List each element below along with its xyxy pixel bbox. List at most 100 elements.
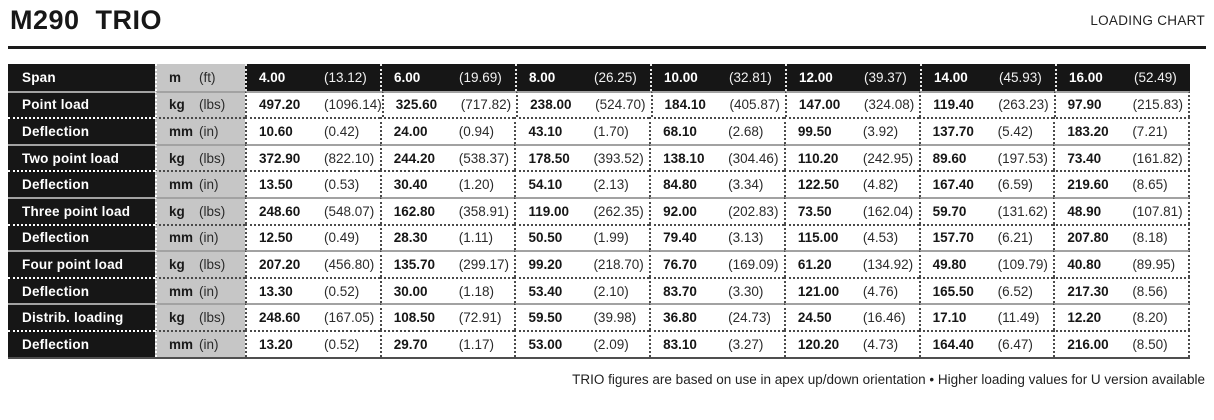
imperial-value: (1.20): [458, 177, 494, 193]
metric-value: 121.00: [797, 283, 840, 299]
imperial-value: (1.99): [593, 230, 629, 246]
row-label: Deflection: [8, 170, 155, 197]
value-cell-4: 12.00 (39.37): [785, 64, 920, 91]
imperial-value: (7.21): [1132, 123, 1168, 139]
value-cell-2: 50.50 (1.99): [514, 223, 650, 251]
unit-metric: mm: [169, 123, 194, 139]
value-cell-4: 120.20 (4.73): [783, 329, 919, 357]
value-cell-2: 54.10 (2.13): [514, 170, 650, 197]
imperial-value: (39.37): [864, 69, 907, 85]
metric-value: 138.10: [663, 150, 705, 166]
table-row-span-0: Span m (ft) 4.00 (13.12) 6.00 (19.69) 8.00 (26.2…: [8, 64, 1190, 91]
metric-value: 68.10: [663, 123, 697, 139]
imperial-value: (6.59): [997, 177, 1033, 193]
value-cell-3: 79.40 (3.13): [649, 223, 784, 251]
metric-value: 122.50: [797, 177, 840, 193]
imperial-value: (169.09): [728, 256, 779, 272]
value-cell-3: 68.10 (2.68): [649, 117, 784, 144]
imperial-value: (131.62): [997, 203, 1048, 219]
unit-cell: mm (in): [155, 117, 245, 144]
imperial-value: (1.70): [593, 123, 629, 139]
imperial-value: (0.94): [458, 123, 494, 139]
unit-cell: kg (lbs): [155, 143, 245, 171]
table-row-two-point-load-3: Two point load kg (lbs) 372.90 (822.10) 244.2…: [8, 143, 1191, 171]
imperial-value: (39.98): [593, 310, 637, 326]
row-label: Two point load: [8, 143, 155, 171]
value-cell-6: 207.80 (8.18): [1053, 223, 1191, 251]
imperial-value: (393.52): [593, 150, 644, 166]
metric-value: 10.60: [259, 123, 293, 139]
value-cell-5: 119.40 (263.23): [919, 90, 1054, 118]
imperial-value: (456.80): [324, 256, 375, 272]
footer-note: TRIO figures are based on use in apex up…: [572, 372, 1205, 387]
value-cell-4: 115.00 (4.53): [783, 223, 919, 251]
imperial-value: (1.18): [458, 283, 494, 299]
imperial-value: (4.53): [862, 230, 899, 246]
value-cell-6: 217.30 (8.56): [1053, 276, 1191, 304]
value-cell-5: 17.10 (11.49): [918, 303, 1054, 330]
value-cell-2: 53.00 (2.09): [514, 329, 650, 357]
imperial-value: (16.46): [862, 310, 906, 326]
imperial-value: (24.73): [728, 310, 771, 326]
imperial-value: (6.52): [997, 283, 1033, 299]
value-cell-6: 48.90 (107.81): [1053, 196, 1191, 224]
value-cell-1: 30.40 (1.20): [379, 170, 515, 197]
value-cell-0: 13.50 (0.53): [245, 170, 380, 197]
value-cell-1: 108.50 (72.91): [379, 303, 515, 330]
metric-value: 167.40: [932, 177, 974, 193]
imperial-value: (218.70): [593, 256, 644, 272]
value-cell-3: 92.00 (202.83): [649, 196, 784, 224]
imperial-value: (548.07): [324, 203, 375, 219]
unit-cell: kg (lbs): [155, 90, 245, 118]
value-cell-0: 10.60 (0.42): [245, 117, 380, 144]
imperial-value: (524.70): [595, 97, 646, 113]
imperial-value: (2.09): [593, 336, 629, 352]
value-cell-0: 372.90 (822.10): [245, 143, 380, 171]
metric-value: 54.10: [528, 177, 563, 193]
value-cell-5: 167.40 (6.59): [918, 170, 1054, 197]
imperial-value: (3.30): [728, 283, 764, 299]
table-row-deflection-2: Deflection mm (in) 10.60 (0.42) 24.00 (0.94) 43…: [8, 117, 1191, 144]
imperial-value: (8.20): [1132, 310, 1168, 326]
value-cell-4: 147.00 (324.08): [784, 90, 920, 118]
imperial-value: (717.82): [460, 97, 512, 113]
imperial-value: (405.87): [729, 97, 780, 113]
value-cell-6: 73.40 (161.82): [1053, 143, 1191, 171]
unit-imperial: (in): [199, 123, 219, 139]
metric-value: 53.40: [528, 283, 563, 299]
imperial-value: (8.18): [1132, 230, 1168, 246]
unit-cell: kg (lbs): [155, 303, 245, 330]
imperial-value: (1096.14): [324, 97, 382, 113]
metric-value: 12.50: [259, 230, 293, 246]
value-cell-0: 248.60 (167.05): [245, 303, 380, 330]
imperial-value: (0.52): [324, 283, 360, 299]
value-cell-6: 219.60 (8.65): [1053, 170, 1191, 197]
unit-cell: kg (lbs): [155, 250, 245, 277]
imperial-value: (197.53): [997, 150, 1048, 166]
metric-value: 207.20: [259, 256, 301, 272]
row-label: Deflection: [8, 223, 155, 251]
unit-metric: m: [169, 69, 182, 85]
unit-metric: kg: [169, 310, 185, 326]
page-title: M290 TRIO: [10, 5, 163, 35]
value-cell-1: 24.00 (0.94): [379, 117, 515, 144]
imperial-value: (1.11): [458, 230, 493, 246]
unit-imperial: (ft): [199, 69, 216, 85]
loading-table: Span m (ft) 4.00 (13.12) 6.00 (19.69) 8.00 (26.2…: [8, 64, 1191, 359]
imperial-value: (2.68): [728, 123, 764, 139]
metric-value: 164.40: [932, 336, 974, 352]
value-cell-3: 138.10 (304.46): [649, 143, 784, 171]
value-cell-2: 99.20 (218.70): [514, 250, 650, 277]
value-cell-3: 84.80 (3.34): [649, 170, 784, 197]
metric-value: 183.20: [1067, 123, 1109, 139]
value-cell-2: 119.00 (262.35): [514, 196, 650, 224]
unit-imperial: (lbs): [199, 256, 226, 272]
metric-value: 147.00: [798, 97, 841, 113]
unit-imperial: (in): [199, 336, 219, 352]
imperial-value: (52.49): [1134, 69, 1177, 85]
value-cell-1: 28.30 (1.11): [379, 223, 515, 251]
imperial-value: (5.42): [997, 123, 1033, 139]
metric-value: 244.20: [393, 150, 436, 166]
value-cell-5: 14.00 (45.93): [920, 64, 1055, 91]
metric-value: 79.40: [663, 230, 697, 246]
